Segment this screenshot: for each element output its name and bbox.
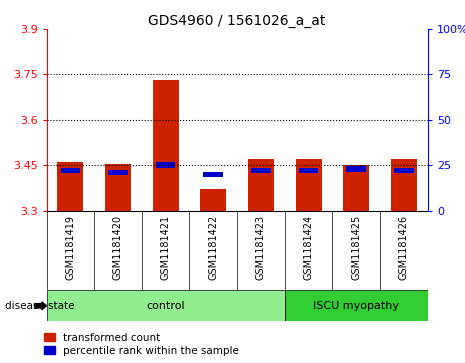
Bar bbox=[346, 166, 366, 171]
Bar bbox=[60, 168, 80, 173]
Text: GSM1181422: GSM1181422 bbox=[208, 215, 219, 280]
Text: GSM1181426: GSM1181426 bbox=[399, 215, 409, 280]
Bar bbox=[57, 162, 83, 211]
Bar bbox=[46, 290, 285, 321]
Text: GSM1181425: GSM1181425 bbox=[351, 215, 361, 280]
Title: GDS4960 / 1561026_a_at: GDS4960 / 1561026_a_at bbox=[148, 14, 326, 28]
Bar bbox=[153, 81, 179, 211]
Bar bbox=[108, 170, 128, 175]
Text: GSM1181423: GSM1181423 bbox=[256, 215, 266, 280]
Text: disease state: disease state bbox=[5, 301, 77, 311]
Bar bbox=[200, 189, 226, 211]
Legend: transformed count, percentile rank within the sample: transformed count, percentile rank withi… bbox=[42, 330, 241, 358]
Text: GSM1181421: GSM1181421 bbox=[160, 215, 171, 280]
Bar bbox=[105, 164, 131, 211]
Text: control: control bbox=[146, 301, 185, 311]
Bar bbox=[156, 163, 175, 168]
Bar bbox=[299, 168, 319, 173]
Bar bbox=[391, 159, 417, 211]
Bar bbox=[285, 290, 428, 321]
Bar bbox=[204, 171, 223, 177]
Text: ISCU myopathy: ISCU myopathy bbox=[313, 301, 399, 311]
Bar bbox=[251, 168, 271, 173]
Bar bbox=[394, 168, 414, 173]
Bar bbox=[343, 165, 369, 211]
Text: GSM1181424: GSM1181424 bbox=[304, 215, 314, 280]
Text: GSM1181419: GSM1181419 bbox=[65, 215, 75, 280]
Bar bbox=[248, 159, 274, 211]
Bar bbox=[296, 159, 322, 211]
Text: GSM1181420: GSM1181420 bbox=[113, 215, 123, 280]
